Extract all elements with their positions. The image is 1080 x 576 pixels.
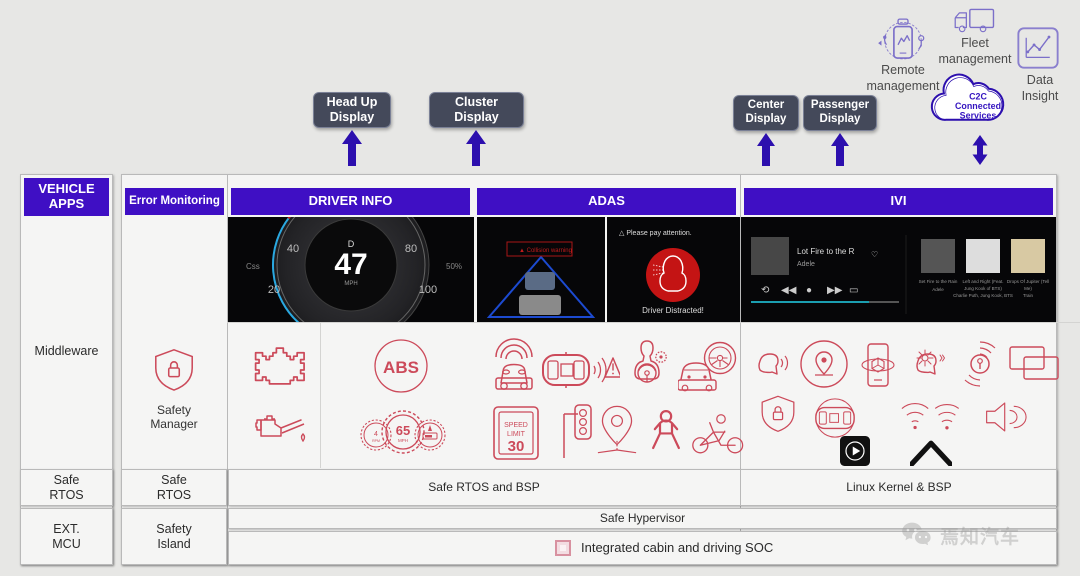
svg-text:⟲: ⟲ bbox=[761, 285, 770, 296]
svg-text:Me): Me) bbox=[1024, 286, 1032, 291]
svg-text:65: 65 bbox=[396, 423, 410, 438]
svg-text:Drops Of Jupiter (Tell: Drops Of Jupiter (Tell bbox=[1007, 279, 1049, 284]
svg-text:SPEED: SPEED bbox=[504, 422, 528, 429]
svg-text:40: 40 bbox=[287, 243, 299, 255]
svg-text:Services: Services bbox=[960, 110, 997, 120]
svg-text:Lot Fire to the R: Lot Fire to the R bbox=[797, 247, 855, 256]
svg-text:LIMIT: LIMIT bbox=[507, 431, 526, 438]
svg-text:Jung Kook of BTS): Jung Kook of BTS) bbox=[964, 286, 1002, 291]
svg-text:80: 80 bbox=[405, 243, 417, 255]
svg-text:♡: ♡ bbox=[871, 250, 878, 259]
svg-text:Left and Right (Feat.: Left and Right (Feat. bbox=[962, 279, 1003, 284]
svg-text:◀◀: ◀◀ bbox=[781, 285, 797, 296]
svg-text:MPH: MPH bbox=[344, 281, 357, 287]
svg-text:Driver Distracted!: Driver Distracted! bbox=[642, 306, 704, 315]
svg-text:●: ● bbox=[806, 285, 812, 296]
svg-text:ABS: ABS bbox=[383, 358, 419, 377]
svg-text:Charlie Puth, Jung Kook, BTS: Charlie Puth, Jung Kook, BTS bbox=[953, 293, 1013, 298]
svg-text:RPM: RPM bbox=[372, 439, 380, 443]
svg-text:▶▶: ▶▶ bbox=[827, 285, 843, 296]
svg-text:△ Please pay attention.: △ Please pay attention. bbox=[619, 230, 692, 237]
svg-text:Connected: Connected bbox=[955, 101, 1001, 111]
svg-text:Set Fire to the Rain: Set Fire to the Rain bbox=[919, 279, 958, 284]
svg-text:Adele: Adele bbox=[932, 287, 944, 292]
svg-text:20: 20 bbox=[268, 284, 280, 296]
svg-text:100: 100 bbox=[419, 284, 437, 296]
svg-text:Train: Train bbox=[1023, 293, 1034, 298]
svg-text:47: 47 bbox=[334, 248, 367, 281]
svg-text:50%: 50% bbox=[446, 262, 462, 271]
svg-text:30: 30 bbox=[508, 438, 525, 455]
svg-text:Adele: Adele bbox=[797, 261, 815, 268]
svg-text:MPH: MPH bbox=[398, 438, 408, 443]
svg-text:▲ Collision warning: ▲ Collision warning bbox=[519, 248, 572, 254]
svg-text:C2C: C2C bbox=[969, 92, 987, 102]
svg-text:▭: ▭ bbox=[849, 285, 858, 296]
svg-text:4: 4 bbox=[374, 431, 378, 438]
svg-text:Css: Css bbox=[246, 262, 260, 271]
